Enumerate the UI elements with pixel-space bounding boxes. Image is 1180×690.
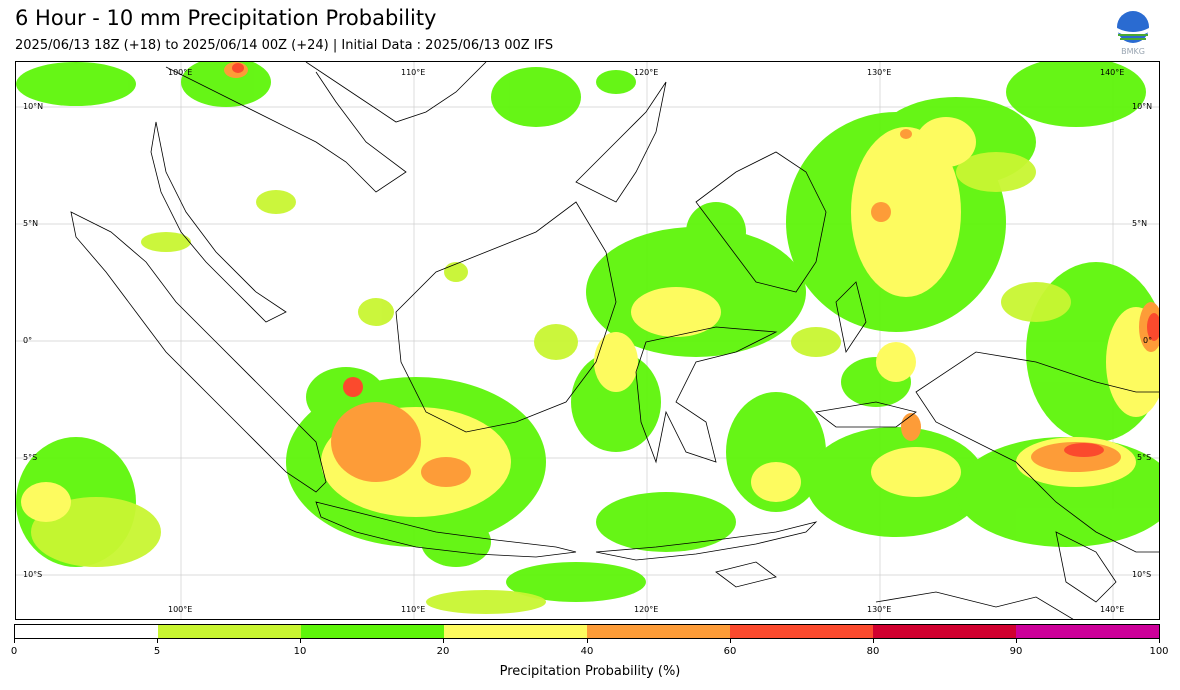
lat-label-right-5n: 5°N <box>1132 219 1148 228</box>
colorbar-tick-60: 60 <box>723 646 737 657</box>
bmkg-logo: BMKG <box>1112 10 1154 56</box>
colorbar-tick-80: 80 <box>866 646 880 657</box>
lon-label-bottom-110e: 110°E <box>401 605 426 614</box>
map-subtitle: 2025/06/13 18Z (+18) to 2025/06/14 00Z (… <box>15 38 554 53</box>
colorbar-segment-20-40 <box>444 625 587 638</box>
colorbar-tick-10: 10 <box>293 646 307 657</box>
lat-label-left-0: 0° <box>23 336 33 345</box>
colorbar-segment-5-10 <box>158 625 301 638</box>
lon-label-top-130e: 130°E <box>867 68 892 77</box>
lon-label-bottom-140e: 140°E <box>1100 605 1125 614</box>
colorbar-segment-0-5 <box>15 625 158 638</box>
lon-label-bottom-130e: 130°E <box>867 605 892 614</box>
colorbar-segment-60-80 <box>730 625 873 638</box>
colorbar-segment-10-20 <box>301 625 444 638</box>
precipitation-map: 100°E 110°E 120°E 130°E 140°E 100°E 110°… <box>15 61 1160 620</box>
colorbar-tick-40: 40 <box>580 646 594 657</box>
lon-label-top-110e: 110°E <box>401 68 426 77</box>
lat-label-left-10s: 10°S <box>23 570 43 579</box>
lat-label-right-10s: 10°S <box>1132 570 1152 579</box>
map-canvas <box>16 62 1159 619</box>
lat-label-left-10n: 10°N <box>23 102 44 111</box>
lat-label-right-5s: 5°S <box>1137 453 1152 462</box>
colorbar-segment-40-60 <box>587 625 730 638</box>
lon-label-top-100e: 100°E <box>168 68 193 77</box>
lon-label-top-120e: 120°E <box>634 68 659 77</box>
lat-label-left-5s: 5°S <box>23 453 38 462</box>
colorbar-tick-100: 100 <box>1149 646 1169 657</box>
colorbar-tick-5: 5 <box>153 646 161 657</box>
lon-label-bottom-100e: 100°E <box>168 605 193 614</box>
colorbar <box>14 624 1160 639</box>
lat-label-left-5n: 5°N <box>23 219 39 228</box>
colorbar-tick-0: 0 <box>10 646 18 657</box>
colorbar-tick-20: 20 <box>436 646 450 657</box>
coastlines <box>70 62 1159 619</box>
probability-fields <box>16 62 1159 614</box>
logo-text: BMKG <box>1121 47 1145 56</box>
lon-label-top-140e: 140°E <box>1100 68 1125 77</box>
colorbar-label: Precipitation Probability (%) <box>499 664 681 679</box>
map-title: 6 Hour - 10 mm Precipitation Probability <box>15 6 437 30</box>
lat-label-right-10n: 10°N <box>1132 102 1153 111</box>
colorbar-segment-90-100 <box>1016 625 1159 638</box>
lat-label-right-0: 0° <box>1143 336 1153 345</box>
lon-label-bottom-120e: 120°E <box>634 605 659 614</box>
colorbar-tick-90: 90 <box>1009 646 1023 657</box>
colorbar-segment-80-90 <box>873 625 1016 638</box>
